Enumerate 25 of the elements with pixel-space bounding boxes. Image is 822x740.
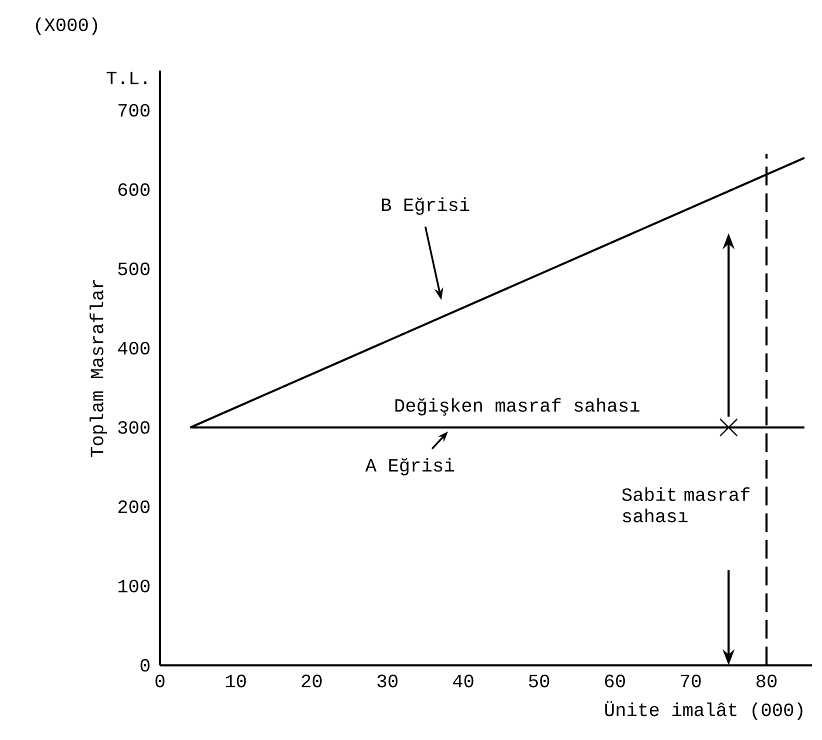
x-tick-label: 70 (680, 674, 701, 688)
y-tick-label: 600 (118, 183, 150, 196)
y-tick-label: 700 (118, 104, 150, 117)
y-tick-label: 200 (118, 500, 150, 514)
annotation: A Eğrisi (365, 458, 454, 476)
y-tick-label: 0 (140, 659, 150, 672)
y-tick-label: 300 (118, 421, 150, 434)
x-tick-label: 0 (156, 674, 164, 688)
x-tick-label: 80 (756, 674, 777, 688)
x-tick-label: 30 (377, 674, 398, 688)
x-tick-label: 50 (529, 674, 550, 688)
text: (X000) (36, 17, 98, 35)
y-axis-title: Toplam Masraflar (90, 280, 108, 457)
x-tick-label: 60 (605, 674, 625, 688)
annotation: Değişken masraf sahası (395, 398, 640, 416)
y-tick-label: 500 (118, 262, 150, 276)
x-axis-title: Ünite imalât (000) (605, 701, 802, 720)
text: T.L. (106, 72, 146, 84)
y-tick-label: 400 (118, 342, 150, 355)
annotation: Sabit masraf sahası (622, 487, 750, 522)
annotation: B Eğrisi (382, 197, 470, 215)
x-tick-label: 40 (452, 674, 474, 688)
x-tick-label: 20 (302, 674, 322, 688)
y-tick-label: 100 (118, 580, 150, 592)
x-tick-label: 10 (226, 674, 246, 688)
